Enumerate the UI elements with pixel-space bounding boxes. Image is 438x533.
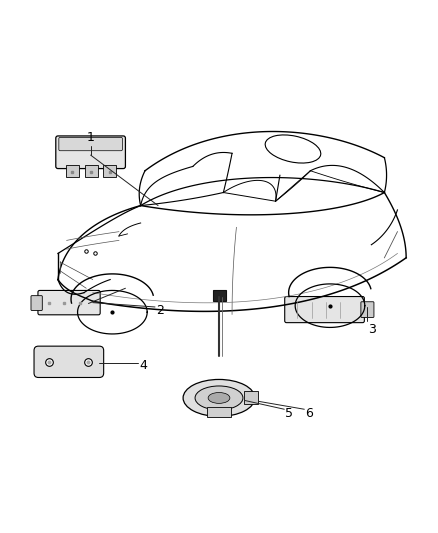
Text: 4: 4 [139,359,147,372]
Ellipse shape [183,379,255,416]
FancyBboxPatch shape [56,136,125,168]
FancyBboxPatch shape [361,302,374,318]
Bar [66,165,79,177]
FancyBboxPatch shape [31,296,42,310]
Bar [103,165,116,177]
Text: 3: 3 [368,322,376,336]
Text: 2: 2 [156,304,164,317]
Ellipse shape [195,386,243,410]
Ellipse shape [208,392,230,403]
Text: 5: 5 [285,407,293,420]
Bar [207,407,231,417]
FancyBboxPatch shape [59,138,122,151]
FancyBboxPatch shape [38,290,100,315]
Bar [213,290,226,301]
Bar [85,165,98,177]
Text: 1: 1 [87,131,95,144]
Bar [244,391,258,403]
FancyBboxPatch shape [34,346,104,377]
FancyBboxPatch shape [285,296,364,322]
Text: 6: 6 [305,407,313,420]
